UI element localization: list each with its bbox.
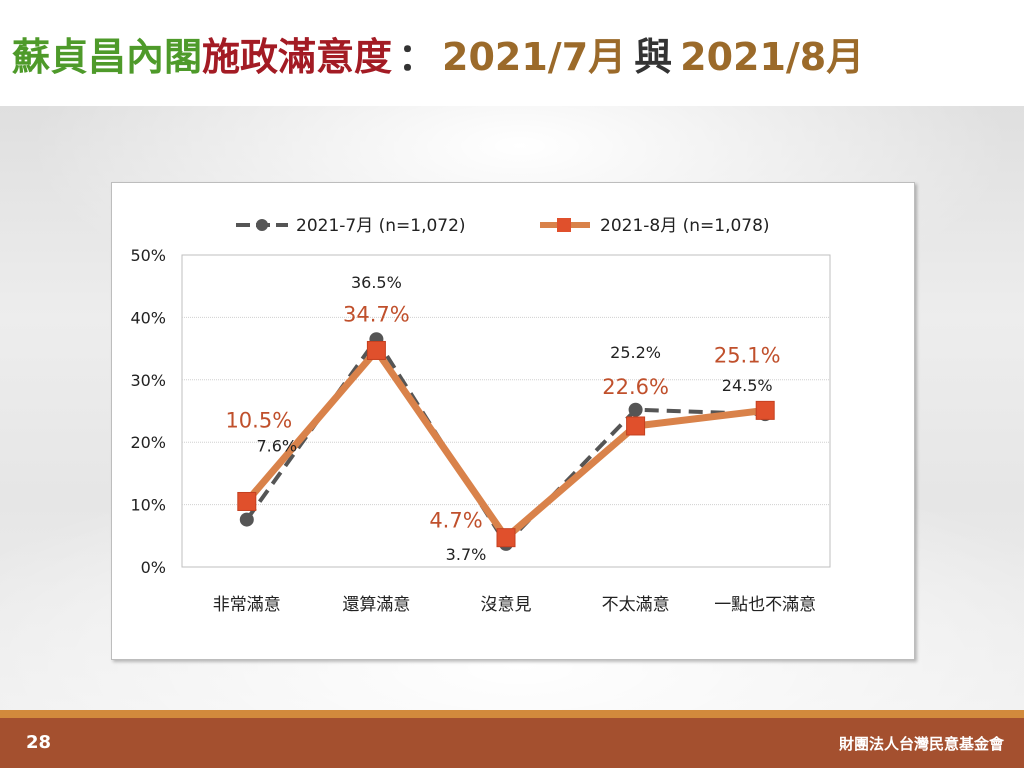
series-july-line [245,335,766,548]
data-label-august: 25.1% [714,343,781,367]
page-number: 28 [26,732,52,753]
y-tick-label: 20% [130,433,166,452]
organization-name: 財團法人台灣民意基金會 [838,735,1004,753]
legend-august-label: 2021-8月 (n=1,078) [600,216,770,236]
series-august-line [244,346,766,542]
data-label-july: 24.5% [722,376,773,395]
line-chart: 0% 10% 20% 30% 40% 50% 非常滿意 還算滿意 沒意見 不太滿意 一點也不滿意 7.… [130,216,831,615]
data-label-august: 4.7% [429,509,482,533]
y-tick-label: 50% [130,246,166,265]
footer-bar [0,718,1024,768]
data-label-july: 7.6% [256,437,297,456]
data-label-july: 25.2% [610,343,661,362]
y-tick-label: 0% [141,558,166,577]
slide-title: 蘇貞昌內閣施政滿意度： 2021/7月與 2021/8月 [12,26,864,86]
x-category-label: 不太滿意 [602,595,670,615]
chart-frame: 0% 10% 20% 30% 40% 50% 非常滿意 還算滿意 沒意見 不太滿意 一點也不滿意 7.… [111,182,915,660]
series-july-point [239,512,254,527]
series-august-point [496,528,516,548]
y-tick-label: 30% [130,371,166,390]
title-cabinet: 蘇貞昌內閣 [12,35,203,79]
plot-area [181,254,831,568]
data-label-august: 10.5% [225,408,292,432]
data-label-august: 34.7% [343,302,410,326]
x-category-label: 沒意見 [481,595,532,615]
x-category-label: 還算滿意 [342,595,410,615]
y-tick-label: 10% [130,496,166,515]
series-august-point [237,491,257,511]
title-and: 與 [634,35,673,79]
legend-july-label: 2021-7月 (n=1,072) [296,216,466,236]
legend-august-marker [557,218,571,232]
y-tick-label: 40% [130,308,166,327]
title-satisfaction: 施政滿意度 [202,35,393,79]
data-label-july: 3.7% [446,545,487,564]
footer-accent-line [0,710,1024,718]
series-august-point [755,400,775,420]
series-august-point [626,416,646,436]
title-colon: ： [398,35,437,79]
series-july-point [628,402,643,417]
data-label-august: 22.6% [602,375,669,399]
x-category-label: 非常滿意 [213,595,281,615]
title-period-2: 2021/8月 [680,35,865,79]
legend-july-marker [256,219,268,231]
title-bar: 蘇貞昌內閣施政滿意度： 2021/7月與 2021/8月 [0,0,1024,106]
data-label-july: 36.5% [351,273,402,292]
x-category-label: 一點也不滿意 [714,595,816,615]
title-period-1: 2021/7月 [442,35,627,79]
series-august-point [366,340,386,360]
